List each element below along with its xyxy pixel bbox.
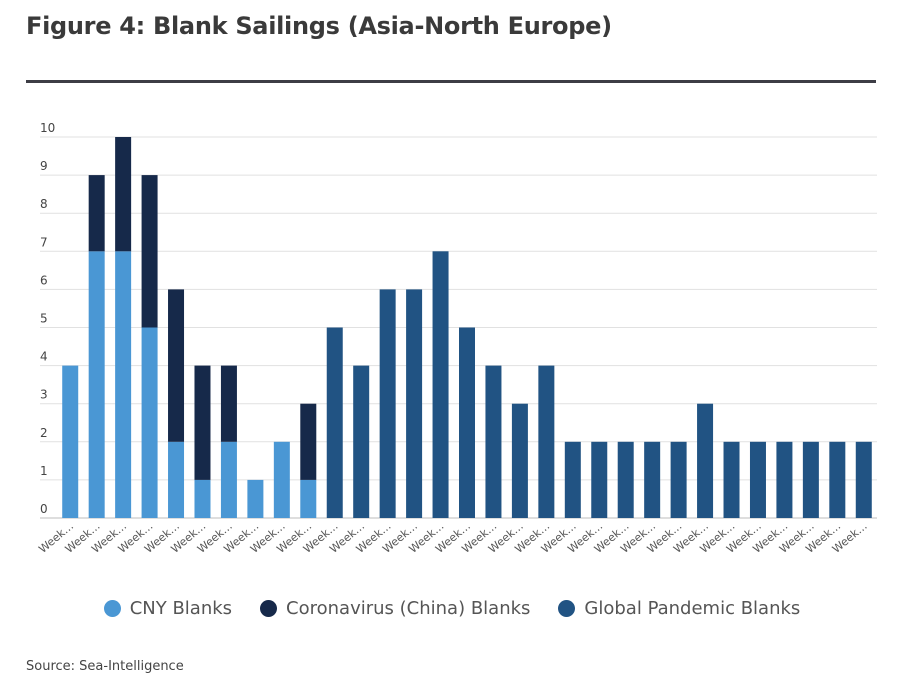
bar-6-series-1 (194, 479, 211, 518)
bar-27-series-3 (749, 441, 766, 518)
bar-16-series-3 (459, 327, 475, 518)
bar-17-series-3 (485, 365, 502, 518)
bar-26-series-3 (723, 441, 740, 518)
bar-23-series-3 (644, 441, 661, 518)
legend-swatch-coronavirus (260, 600, 278, 617)
bar-14-series-3 (406, 289, 423, 518)
bar-3-series-2 (115, 137, 132, 252)
chart-legend: CNY Blanks Coronavirus (China) Blanks Gl… (0, 598, 904, 619)
source-note: Source: Sea-Intelligence (26, 659, 184, 674)
bar-11-series-3 (326, 327, 343, 518)
y-tick-label-3: 3 (40, 388, 48, 402)
bar-7-series-1 (220, 441, 237, 518)
legend-item-cny: CNY Blanks (103, 598, 233, 619)
bar-2-series-2 (88, 175, 105, 252)
bar-8-series-1 (247, 479, 264, 518)
bar-31-series-3 (855, 441, 872, 518)
y-tick-label-7: 7 (40, 235, 48, 249)
title-divider (26, 80, 876, 83)
bar-29-series-3 (802, 441, 819, 518)
bar-7-series-2 (220, 365, 237, 442)
legend-item-global-pandemic: Global Pandemic Blanks (558, 598, 800, 619)
bar-25-series-3 (697, 403, 714, 518)
bar-5-series-2 (168, 289, 185, 442)
bar-15-series-3 (432, 251, 449, 519)
legend-item-coronavirus: Coronavirus (China) Blanks (260, 598, 530, 619)
bar-21-series-3 (591, 441, 608, 518)
chart-title: Figure 4: Blank Sailings (Asia-North Eur… (26, 12, 612, 40)
bar-4-series-2 (141, 175, 158, 328)
legend-swatch-cny (103, 600, 121, 617)
bar-20-series-3 (564, 441, 581, 518)
y-tick-label-8: 8 (40, 197, 48, 211)
bar-28-series-3 (776, 441, 793, 518)
y-tick-label-6: 6 (40, 273, 48, 287)
y-tick-label-0: 0 (40, 502, 48, 516)
bar-10-series-2 (300, 403, 317, 480)
bar-3-series-1 (115, 251, 132, 519)
bar-2-series-1 (88, 251, 105, 519)
bar-18-series-3 (511, 403, 528, 518)
legend-label-global-pandemic: Global Pandemic Blanks (584, 598, 801, 619)
y-tick-label-2: 2 (40, 426, 48, 440)
legend-label-coronavirus: Coronavirus (China) Blanks (286, 598, 531, 619)
blank-sailings-chart: 012345678910Week…Week…Week…Week…Week…Wee… (36, 121, 877, 556)
y-tick-label-10: 10 (40, 121, 55, 135)
legend-swatch-global-pandemic (558, 600, 576, 617)
bar-13-series-3 (379, 289, 396, 518)
bar-10-series-1 (300, 479, 317, 518)
y-tick-label-9: 9 (40, 159, 48, 173)
bar-4-series-1 (141, 327, 158, 518)
y-tick-label-1: 1 (40, 464, 48, 478)
bar-24-series-3 (670, 441, 687, 518)
bar-1-series-1 (62, 365, 79, 518)
legend-label-cny: CNY Blanks (129, 598, 233, 619)
bar-5-series-1 (168, 441, 185, 518)
bar-30-series-3 (829, 441, 846, 518)
y-tick-label-4: 4 (40, 350, 48, 364)
bar-9-series-1 (273, 441, 290, 518)
bar-12-series-3 (353, 365, 370, 518)
bar-19-series-3 (538, 365, 555, 518)
bar-22-series-3 (617, 441, 634, 518)
y-tick-label-5: 5 (40, 312, 48, 326)
bar-6-series-2 (194, 365, 211, 480)
